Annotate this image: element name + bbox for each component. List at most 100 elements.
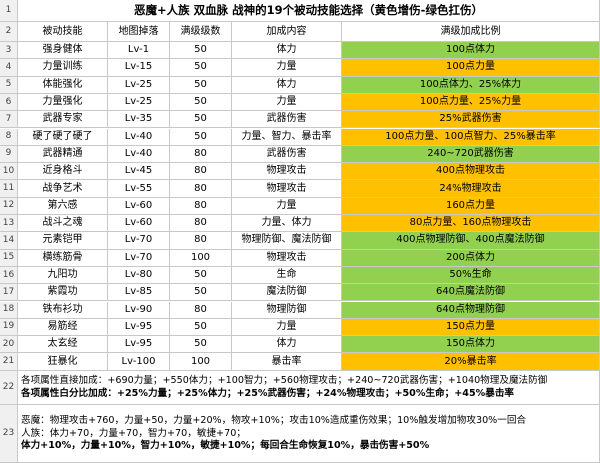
table-cell: 50 [170, 59, 232, 77]
table-cell: 50 [170, 128, 232, 146]
table-cell: 紫霞功 [18, 284, 108, 302]
table-cell: Lv-70 [108, 232, 170, 250]
table-cell: 100点体力 [342, 42, 600, 60]
table-cell: 100点力量、25%力量 [342, 93, 600, 112]
table-cell: 铁布衫功 [18, 301, 108, 319]
table-cell: 武器伤害 [232, 111, 342, 129]
table-cell: Lv-60 [108, 215, 170, 233]
table-cell: 50 [170, 284, 232, 302]
table-cell: 强身健体 [18, 42, 108, 60]
table-cell: 力量 [232, 59, 342, 77]
row-number: 11 [0, 180, 18, 198]
table-cell: 暴击率 [232, 353, 342, 371]
table-cell: 物理攻击 [232, 163, 342, 181]
table-cell: Lv-70 [108, 249, 170, 267]
table-cell: Lv-60 [108, 197, 170, 215]
row-number: 4 [0, 59, 18, 77]
table-cell: 80 [170, 301, 232, 319]
row-number: 23 [0, 405, 18, 463]
table-cell: 第六感 [18, 197, 108, 215]
table-cell: Lv-100 [108, 353, 170, 371]
text-line: 各项属性直接加成：+690力量；+550体力；+100智力；+560物理攻击；+… [21, 375, 548, 387]
table-cell: 体力 [232, 42, 342, 60]
table-cell: 生命 [232, 266, 342, 285]
table-cell: 狂暴化 [18, 353, 108, 371]
table-cell: 战争艺术 [18, 180, 108, 198]
table-cell: 武器伤害 [232, 145, 342, 164]
text-line: 体力+10%，力量+10%，智力+10%，敏捷+10%；每回合生命恢复10%，暴… [21, 440, 430, 452]
table-cell: 魔法防御 [232, 284, 342, 302]
row-number: 20 [0, 336, 18, 354]
table-cell: 力量训练 [18, 59, 108, 77]
row-number: 8 [0, 128, 18, 146]
table-cell: 物理防御、魔法防御 [232, 232, 342, 250]
table-cell: 近身格斗 [18, 163, 108, 181]
table-cell: 25%武器伤害 [342, 111, 600, 129]
title: 恶魔+人族 双血脉 战神的19个被动技能选择（黄色增伤-绿色扛伤） [18, 0, 600, 22]
table-cell: Lv-40 [108, 128, 170, 146]
table-cell: Lv-1 [108, 42, 170, 60]
row-number: 18 [0, 301, 18, 319]
row-number: 15 [0, 249, 18, 267]
row-number: 2 [0, 22, 18, 42]
row-number: 12 [0, 197, 18, 215]
table-cell: 24%物理攻击 [342, 180, 600, 198]
row-number: 5 [0, 76, 18, 94]
table-cell: 50 [170, 93, 232, 112]
table-cell: 80 [170, 215, 232, 233]
table-cell: Lv-25 [108, 93, 170, 112]
table-cell: 100 [170, 353, 232, 371]
table-cell: 50 [170, 266, 232, 285]
table-cell: Lv-95 [108, 336, 170, 354]
row-number: 10 [0, 163, 18, 181]
table-cell: Lv-55 [108, 180, 170, 198]
row-number: 3 [0, 42, 18, 60]
table-cell: 50 [170, 336, 232, 354]
table-cell: 400点物理防御、400点魔法防御 [342, 232, 600, 250]
row-number: 9 [0, 145, 18, 164]
table-cell: 力量 [232, 197, 342, 215]
table-cell: 640点物理防御 [342, 301, 600, 319]
header-cell: 地图掉落 [108, 22, 170, 42]
table-cell: 20%暴击率 [342, 353, 600, 371]
table-cell: 100 [170, 249, 232, 267]
table-cell: 力量 [232, 318, 342, 337]
table-cell: 物理攻击 [232, 180, 342, 198]
table-cell: Lv-35 [108, 111, 170, 129]
table-cell: 100点力量、100点智力、25%暴击率 [342, 128, 600, 146]
table-cell: 80 [170, 145, 232, 164]
row-number: 19 [0, 318, 18, 337]
table-cell: Lv-25 [108, 76, 170, 94]
table-cell: Lv-40 [108, 145, 170, 164]
table-cell: Lv-15 [108, 59, 170, 77]
table-cell: Lv-80 [108, 266, 170, 285]
table-cell: 400点物理攻击 [342, 163, 600, 181]
table-cell: Lv-45 [108, 163, 170, 181]
table-cell: 太玄经 [18, 336, 108, 354]
text-line: 人族：体力+70，力量+70，智力+70，敏捷+70； [21, 427, 246, 439]
table-cell: 80 [170, 197, 232, 215]
table-cell: 九阳功 [18, 266, 108, 285]
header-cell: 满级级数 [170, 22, 232, 42]
table-cell: 力量、体力 [232, 215, 342, 233]
table-cell: 武器精通 [18, 145, 108, 164]
table-cell: 体力 [232, 76, 342, 94]
header-cell: 加成内容 [232, 22, 342, 42]
table-cell: 战斗之魂 [18, 215, 108, 233]
table-cell: 240~720武器伤害 [342, 145, 600, 164]
table-cell: 易筋经 [18, 318, 108, 337]
summary: 各项属性直接加成：+690力量；+550体力；+100智力；+560物理攻击；+… [18, 370, 600, 405]
row-number: 13 [0, 215, 18, 233]
row-number: 17 [0, 284, 18, 302]
row-number: 16 [0, 266, 18, 285]
table-cell: 200点体力 [342, 249, 600, 267]
table-cell: 武器专家 [18, 111, 108, 129]
table-cell: 50 [170, 111, 232, 129]
row-number: 6 [0, 93, 18, 112]
table-cell: 100点体力、25%体力 [342, 76, 600, 94]
table-cell: 150点力量 [342, 318, 600, 337]
table-cell: Lv-85 [108, 284, 170, 302]
table-cell: 50 [170, 42, 232, 60]
table-cell: 160点力量 [342, 197, 600, 215]
